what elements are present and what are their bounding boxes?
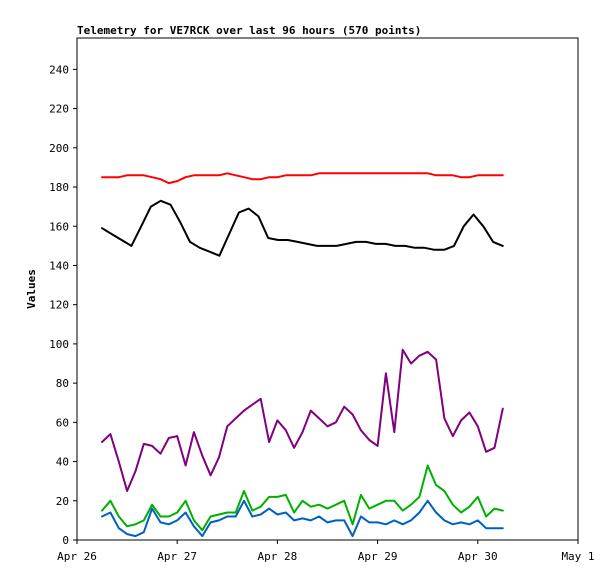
series-lines [101,172,504,538]
x-axis: Apr 26 Apr 27 Apr 28 Apr 29 Apr 30 May 1 [57,540,595,563]
x-tick-label: Apr 30 [458,550,498,563]
y-tick-label: 100 [49,338,69,351]
y-tick-label: 60 [56,416,69,429]
x-tick-label: Apr 29 [358,550,398,563]
y-tick-label: 40 [56,456,69,469]
y-tick-label: 220 [49,103,69,116]
chart-title: Telemetry for VE7RCK over last 96 hours … [77,24,421,37]
y-tick-label: 200 [49,142,69,155]
series-line-3 [101,348,504,492]
y-axis-label: Values [25,269,38,309]
y-tick-label: 160 [49,220,69,233]
x-tick-label: May 1 [561,550,594,563]
y-tick-label: 20 [56,495,69,508]
y-tick-label: 120 [49,299,69,312]
y-axis: 0 20 40 60 80 100 120 140 160 180 200 220 240 [49,63,77,547]
plot-area [76,37,579,541]
y-tick-label: 180 [49,181,69,194]
y-tick-label: 0 [62,534,69,547]
x-tick-label: Apr 26 [57,550,97,563]
y-tick-label: 80 [56,377,69,390]
series-line-5 [101,499,504,538]
series-line-4 [101,464,504,532]
series-line-1 [101,172,504,185]
y-tick-label: 240 [49,63,69,76]
y-tick-label: 140 [49,259,69,272]
x-tick-label: Apr 28 [258,550,298,563]
x-tick-label: Apr 27 [157,550,197,563]
series-line-2 [101,199,504,257]
